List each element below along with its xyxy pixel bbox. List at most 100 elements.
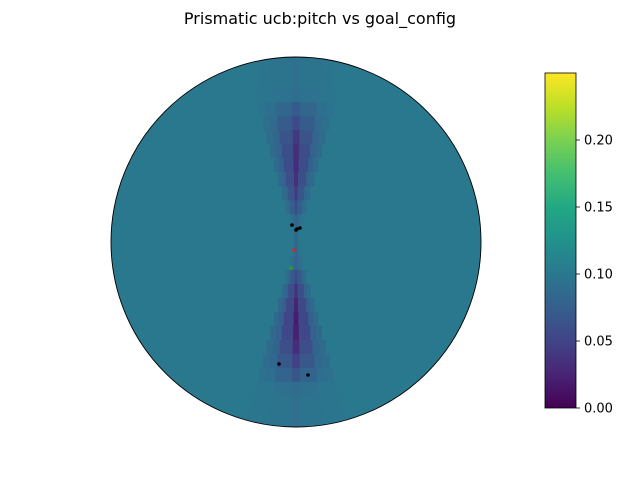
heatmap-cell bbox=[247, 410, 259, 425]
sample-marker bbox=[295, 227, 299, 231]
heatmap-cell bbox=[301, 424, 314, 427]
heatmap-cell bbox=[281, 298, 287, 313]
heatmap-cell bbox=[310, 326, 317, 341]
heatmap-cell bbox=[304, 270, 307, 285]
sample-marker bbox=[298, 226, 302, 230]
heatmap-cell bbox=[287, 270, 291, 285]
heatmap-cell bbox=[300, 368, 309, 383]
heatmap-cell bbox=[316, 368, 326, 383]
heatmap-cell bbox=[273, 340, 280, 355]
heatmap-cell bbox=[299, 130, 307, 145]
heatmap-cell bbox=[295, 256, 297, 271]
heatmap-cell bbox=[287, 144, 294, 159]
heatmap-cell bbox=[284, 116, 293, 131]
heatmap-cell bbox=[294, 284, 298, 299]
heatmap-cell bbox=[330, 74, 341, 89]
heatmap-cell bbox=[287, 200, 291, 215]
heatmap-cell bbox=[299, 214, 302, 229]
heatmap-cell bbox=[322, 410, 334, 425]
heatmap-cell bbox=[281, 144, 288, 159]
heatmap-cell bbox=[306, 298, 311, 313]
heatmap-cell bbox=[313, 312, 319, 327]
heatmap-cell bbox=[333, 410, 345, 425]
sample-marker bbox=[277, 362, 281, 366]
heatmap-cell bbox=[312, 60, 324, 75]
heatmap-cell bbox=[288, 158, 294, 173]
chart-title: Prismatic ucb:pitch vs goal_config bbox=[184, 9, 456, 29]
heatmap-cell bbox=[301, 60, 313, 75]
heatmap-cell bbox=[279, 158, 285, 173]
heatmap-cell bbox=[294, 200, 298, 215]
heatmap-cell bbox=[294, 228, 296, 243]
heatmap-cell bbox=[290, 424, 303, 427]
heatmap-cell bbox=[297, 228, 298, 243]
heatmap-cell bbox=[294, 270, 298, 285]
heatmap-cell bbox=[279, 60, 291, 75]
heatmap-cell bbox=[314, 116, 323, 131]
heatmap-cell bbox=[273, 130, 280, 145]
heatmap-cell bbox=[307, 284, 311, 299]
heatmap-cell bbox=[301, 200, 305, 215]
heatmap-cell bbox=[330, 396, 341, 411]
heatmap-cell bbox=[258, 60, 270, 75]
heatmap-cell bbox=[300, 186, 305, 201]
sample-marker bbox=[306, 373, 310, 377]
heatmap-cell bbox=[261, 396, 272, 411]
heatmap-cell bbox=[251, 396, 262, 411]
heatmap-cell bbox=[292, 354, 300, 369]
heatmap-cell bbox=[298, 228, 300, 243]
heatmap-cell bbox=[297, 228, 299, 243]
heatmap-cell bbox=[298, 256, 301, 271]
heatmap-cell bbox=[283, 158, 289, 173]
heatmap-cell bbox=[269, 60, 281, 75]
heatmap-cell bbox=[267, 368, 276, 383]
heatmap-cell bbox=[297, 242, 298, 257]
heatmap-cell bbox=[251, 74, 262, 89]
heatmap-cell bbox=[298, 326, 305, 341]
heatmap-cell bbox=[307, 354, 315, 369]
heatmap-cell bbox=[305, 340, 313, 355]
heatmap-cell bbox=[298, 312, 304, 327]
heatmap-cell bbox=[285, 200, 288, 215]
heatmap-cell bbox=[247, 60, 259, 75]
heatmap-cell bbox=[333, 60, 345, 75]
heatmap-cell bbox=[287, 326, 294, 341]
heatmap-cell bbox=[299, 200, 303, 215]
heatmap-cell bbox=[262, 354, 271, 369]
heatmap-cell bbox=[255, 424, 268, 427]
heatmap-cell bbox=[291, 382, 301, 397]
colorbar-gradient bbox=[544, 72, 577, 409]
heatmap-cell bbox=[288, 312, 294, 327]
heatmap-cell bbox=[281, 396, 292, 411]
heatmap-cell bbox=[308, 158, 314, 173]
heatmap-cell bbox=[258, 410, 270, 425]
heatmap-cell bbox=[290, 57, 303, 61]
heatmap-cell bbox=[304, 284, 308, 299]
heatmap-cell bbox=[283, 368, 293, 383]
heatmap-cell bbox=[297, 200, 300, 215]
heatmap-cell bbox=[301, 57, 314, 61]
heatmap-cell bbox=[290, 214, 293, 229]
heatmap-cell bbox=[297, 242, 299, 257]
heatmap-cell bbox=[327, 382, 338, 397]
heatmap-cell bbox=[295, 228, 296, 243]
heatmap-cell bbox=[310, 74, 322, 89]
heatmap-cell bbox=[293, 326, 300, 341]
heatmap-cell bbox=[255, 88, 265, 103]
heatmap-cell bbox=[308, 312, 314, 327]
colorbar: 0.00 0.05 0.10 0.15 0.20 bbox=[544, 72, 613, 417]
heatmap-cell bbox=[297, 270, 300, 285]
heatmap-cell bbox=[300, 284, 305, 299]
heatmap-cell bbox=[290, 60, 302, 75]
heatmap-cell bbox=[283, 102, 293, 117]
heatmap-cell bbox=[259, 368, 268, 383]
heatmap-cell bbox=[288, 186, 292, 201]
heatmap-cell bbox=[308, 102, 317, 117]
heatmap-cell bbox=[299, 270, 303, 285]
heatmap-cell bbox=[292, 340, 300, 355]
heatmap-cell bbox=[282, 88, 292, 103]
heatmap-cell bbox=[270, 116, 278, 131]
colorbar-ticks: 0.00 0.05 0.10 0.15 0.20 bbox=[576, 134, 613, 417]
heatmap-cell bbox=[284, 284, 289, 299]
heatmap-cell bbox=[277, 116, 286, 131]
